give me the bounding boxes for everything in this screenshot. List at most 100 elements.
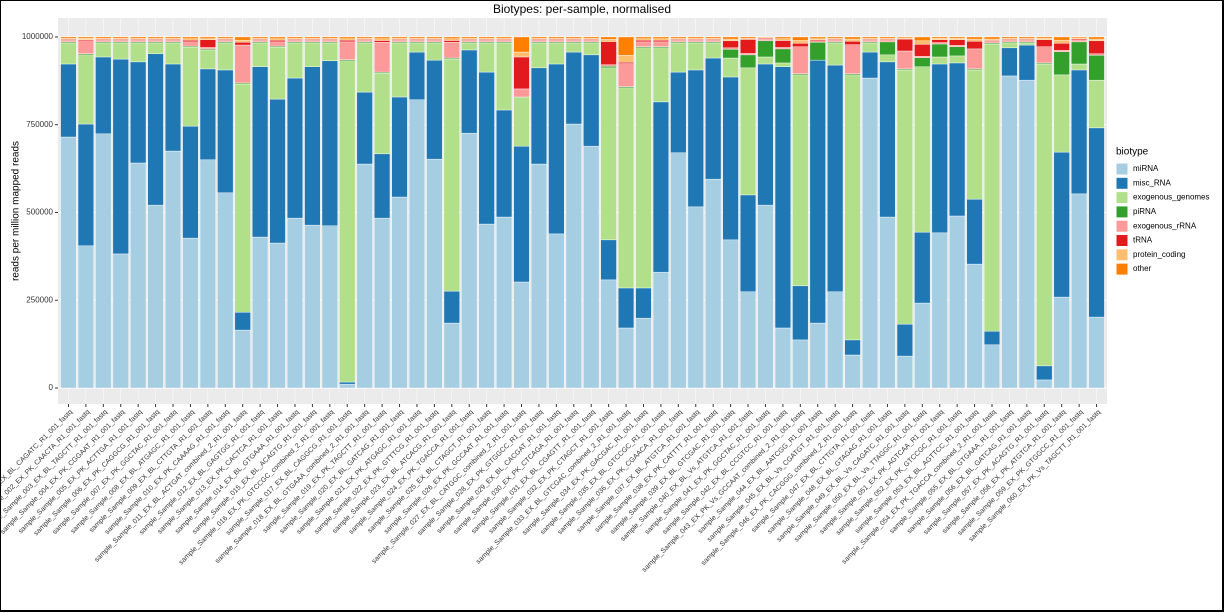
bar-segment	[861, 42, 879, 53]
bar-segment	[792, 285, 809, 341]
bar-segment	[896, 50, 913, 70]
bar-segment	[408, 42, 426, 53]
bar-segment	[321, 42, 338, 62]
bar-segment	[1088, 316, 1105, 389]
bar-segment	[77, 54, 94, 125]
bar-segment	[757, 40, 774, 58]
bar-segment	[757, 56, 774, 65]
bar-segment	[408, 51, 426, 100]
bar-segment	[983, 330, 1001, 346]
bar-segment	[147, 204, 164, 389]
bar-segment	[1071, 40, 1088, 43]
bar-segment	[513, 51, 530, 58]
bar-segment	[600, 39, 617, 42]
bar-segment	[77, 38, 94, 40]
bar-segment	[670, 40, 687, 43]
bar-segment	[879, 54, 896, 63]
bar-segment	[809, 42, 826, 61]
bar-segment	[130, 162, 147, 389]
bar-segment	[705, 36, 722, 39]
bar-segment	[374, 153, 391, 219]
bar-segment	[844, 36, 861, 40]
bar-segment	[774, 62, 791, 67]
bar-segment	[496, 42, 513, 111]
bar-segment	[269, 46, 286, 100]
bar-segment	[286, 36, 304, 39]
bar-segment	[286, 40, 304, 43]
bar-segment	[635, 47, 652, 289]
bar-segment	[914, 40, 931, 45]
bar-segment	[130, 40, 147, 43]
bar-segment	[77, 123, 94, 247]
bar-segment	[966, 263, 983, 389]
bar-segment	[583, 36, 600, 39]
bar-segment	[269, 36, 286, 39]
bar-segment	[513, 56, 530, 90]
bar-segment	[565, 123, 582, 389]
legend: miRNA misc_RNA exogenous_genomes piRNA exoge…	[1115, 162, 1210, 276]
bar-segment	[879, 61, 896, 218]
bar-segment	[1036, 39, 1053, 47]
bar-segment	[199, 47, 216, 50]
bar-segment	[269, 242, 286, 389]
bar-segment	[408, 99, 426, 389]
bar-segment	[217, 192, 234, 389]
bar-segment	[1036, 365, 1053, 381]
legend-swatch	[1115, 234, 1129, 247]
bar-segment	[896, 38, 913, 52]
bar-segment	[374, 40, 391, 43]
bar-segment	[844, 44, 861, 75]
bar-segment	[426, 158, 443, 389]
bar-segment	[530, 163, 547, 389]
bar-segment	[705, 57, 722, 180]
bar-segment	[722, 76, 739, 241]
bar-segment	[565, 51, 582, 125]
bar-segment	[809, 40, 826, 43]
bar-segment	[112, 36, 129, 39]
bar-segment	[1001, 40, 1018, 43]
bar-segment	[408, 40, 426, 43]
bar-segment	[1088, 36, 1105, 40]
bar-segment	[565, 42, 582, 53]
bar-segment	[792, 43, 809, 47]
bar-segment	[304, 42, 321, 67]
legend-label: other	[1133, 264, 1152, 273]
legend-swatch	[1115, 162, 1129, 176]
bar-segment	[618, 63, 635, 88]
bar-segment	[513, 281, 530, 389]
bar-segment	[147, 40, 164, 43]
bar-segment	[1053, 74, 1070, 153]
bar-segment	[443, 322, 460, 389]
bar-segment	[1053, 50, 1070, 52]
bar-segment	[635, 36, 652, 39]
bar-segment	[861, 51, 879, 79]
bar-segment	[164, 42, 182, 65]
bar-segment	[618, 55, 635, 63]
bar-segment	[652, 41, 669, 47]
y-axis-label: reads per million mapped reads	[11, 141, 22, 281]
bar-segment	[861, 36, 879, 39]
bar-segment	[792, 339, 809, 389]
bar-segment	[217, 36, 234, 39]
bar-segment	[95, 40, 112, 43]
y-tick-label: 250000	[26, 295, 53, 304]
legend-label: exogenous_rRNA	[1133, 221, 1197, 230]
bar-segment	[583, 145, 600, 389]
bar-segment	[269, 98, 286, 244]
bar-segment	[234, 83, 251, 313]
bar-segment	[931, 43, 948, 58]
bar-segment	[478, 42, 495, 73]
bar-segment	[95, 36, 112, 39]
bar-segment	[321, 225, 338, 389]
bar-segment	[670, 36, 687, 39]
bar-segment	[496, 109, 513, 218]
bar-segment	[600, 239, 617, 281]
bar-segment	[374, 72, 391, 155]
bar-segment	[966, 38, 983, 42]
bar-segment	[461, 42, 478, 51]
bar-segment	[234, 311, 251, 331]
bar-segment	[1018, 44, 1035, 81]
bar-segment	[565, 36, 582, 39]
bar-segment	[652, 47, 669, 103]
